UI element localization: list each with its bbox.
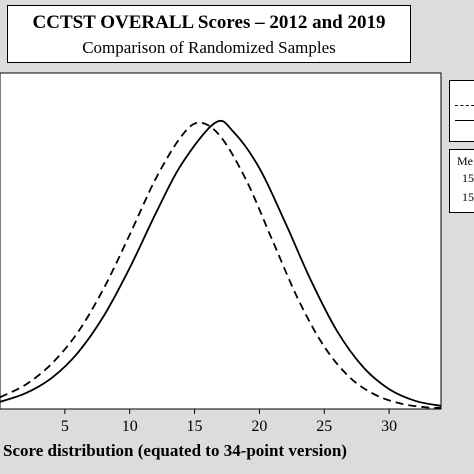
plot-area xyxy=(0,72,442,410)
legend xyxy=(449,80,474,142)
x-tick-label: 15 xyxy=(187,418,203,435)
stats-box: Me 15 15 xyxy=(449,149,474,213)
x-tick-label: 10 xyxy=(122,418,138,435)
legend-solid-line xyxy=(455,120,474,121)
legend-dashed-line xyxy=(455,105,474,106)
x-tick-label: 25 xyxy=(316,418,332,435)
x-axis-label: Score distribution (equated to 34-point … xyxy=(3,441,347,460)
chart-subtitle: Comparison of Randomized Samples xyxy=(82,38,336,57)
series-layer xyxy=(0,119,442,409)
x-tick-label: 30 xyxy=(381,418,397,435)
series-line-solid xyxy=(0,119,442,407)
stats-row-1: 15 xyxy=(462,171,474,185)
stats-header: Me xyxy=(457,154,473,168)
x-axis-ticks: 5 10 15 20 25 30 xyxy=(61,409,397,435)
chart-title: CCTST OVERALL Scores – 2012 and 2019 xyxy=(32,12,386,33)
series-line-dashed xyxy=(0,121,442,409)
x-tick-label: 20 xyxy=(251,418,267,435)
x-tick-label: 5 xyxy=(61,418,69,435)
stats-row-2: 15 xyxy=(462,190,474,204)
chart-title-box: CCTST OVERALL Scores – 2012 and 2019 Com… xyxy=(7,5,411,63)
